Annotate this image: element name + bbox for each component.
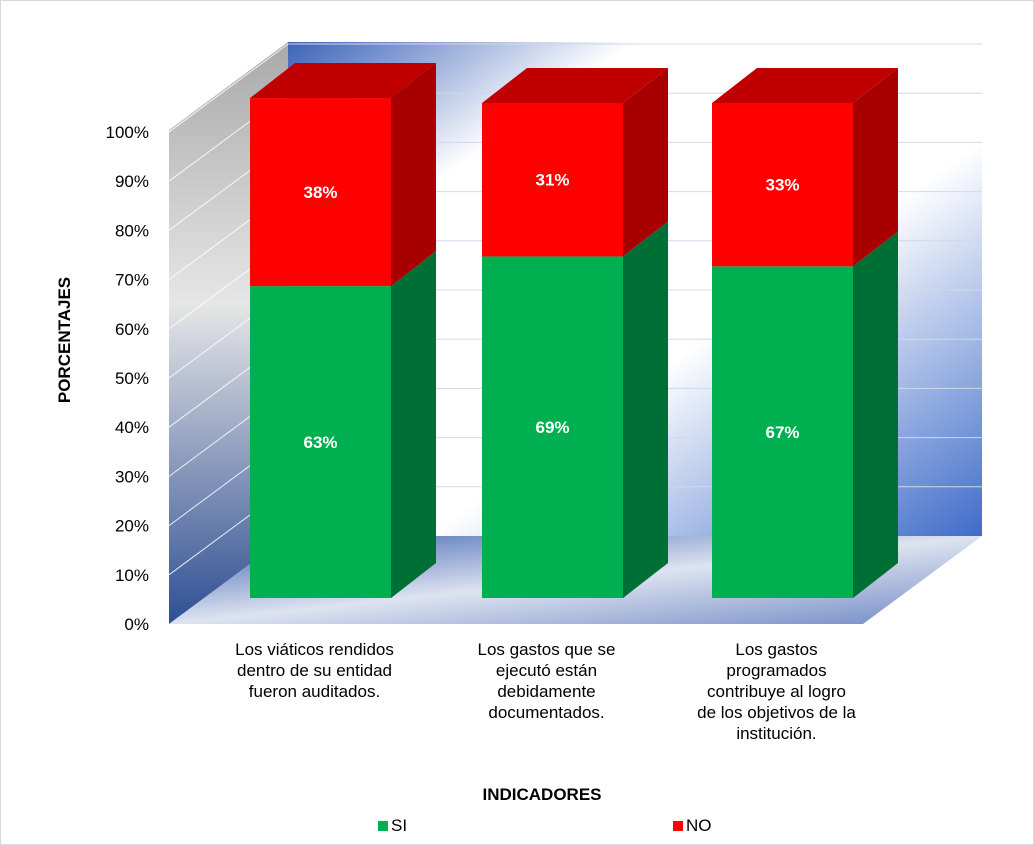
bar-si (250, 286, 391, 598)
data-label-si: 67% (765, 423, 799, 442)
y-tick-label: 20% (115, 517, 149, 536)
y-tick-label: 10% (115, 566, 149, 585)
y-tick-label: 0% (124, 615, 149, 634)
bar-side-si (623, 221, 668, 598)
bar-no (482, 103, 623, 257)
gridline-side (168, 43, 289, 133)
category-label: Los gastos programados contribuye al logro… (697, 640, 856, 743)
category-label-line: Los gastos que se (478, 640, 616, 659)
y-tick-label: 50% (115, 369, 149, 388)
bar-top-no (482, 68, 668, 103)
bar-no (250, 98, 391, 287)
legend-swatch-si (378, 821, 388, 831)
category-label-line: programados (726, 661, 826, 680)
x-axis-title: INDICADORES (482, 785, 601, 804)
bar-si (482, 256, 623, 598)
legend: SI NO (378, 816, 712, 835)
legend-label-si: SI (391, 816, 407, 835)
y-tick-label: 90% (115, 172, 149, 191)
data-labels: 63% 38% 69% 31% 67% 33% (303, 171, 799, 452)
bar-side-no (391, 63, 436, 287)
category-label: Los gastos que se ejecutó están debidament… (478, 640, 616, 722)
y-tick-label: 100% (106, 123, 149, 142)
category-label-line: Los viáticos rendidos (235, 640, 394, 659)
y-tick-label: 60% (115, 320, 149, 339)
category-label-line: institución. (736, 724, 816, 743)
category-label-line: ejecutó están (496, 661, 597, 680)
y-tick-label: 70% (115, 271, 149, 290)
legend-label-no: NO (686, 816, 712, 835)
category-label-line: de los objetivos de la (697, 703, 856, 722)
y-axis-title: PORCENTAJES (55, 277, 74, 403)
bar-si (712, 266, 853, 598)
y-axis-ticks: 0% 10% 20% 30% 40% 50% 60% 70% 80% 90% 100% (106, 123, 149, 634)
category-label-line: contribuye al logro (707, 682, 846, 701)
category-label-line: fueron auditados. (249, 682, 380, 701)
bar-side-no (853, 68, 898, 267)
category-label-line: documentados. (488, 703, 604, 722)
data-label-no: 38% (303, 183, 337, 202)
bar-no (712, 103, 853, 267)
data-label-no: 33% (765, 176, 799, 195)
x-axis-categories: Los viáticos rendidos dentro de su entida… (235, 640, 856, 743)
category-label-line: debidamente (497, 682, 595, 701)
data-label-si: 69% (535, 418, 569, 437)
bar-side-si (853, 231, 898, 598)
category-label-line: Los gastos (735, 640, 817, 659)
bar-side-no (623, 68, 668, 257)
bar-top-no (250, 63, 436, 99)
y-tick-label: 30% (115, 467, 149, 486)
bar-side-si (391, 251, 436, 598)
legend-swatch-no (673, 821, 683, 831)
data-label-no: 31% (535, 171, 569, 190)
category-label-line: dentro de su entidad (237, 661, 392, 680)
bars (250, 63, 898, 598)
y-tick-label: 40% (115, 418, 149, 437)
category-label: Los viáticos rendidos dentro de su entida… (235, 640, 394, 701)
y-tick-label: 80% (115, 221, 149, 240)
data-label-si: 63% (303, 433, 337, 452)
bar-top-no (712, 68, 898, 103)
